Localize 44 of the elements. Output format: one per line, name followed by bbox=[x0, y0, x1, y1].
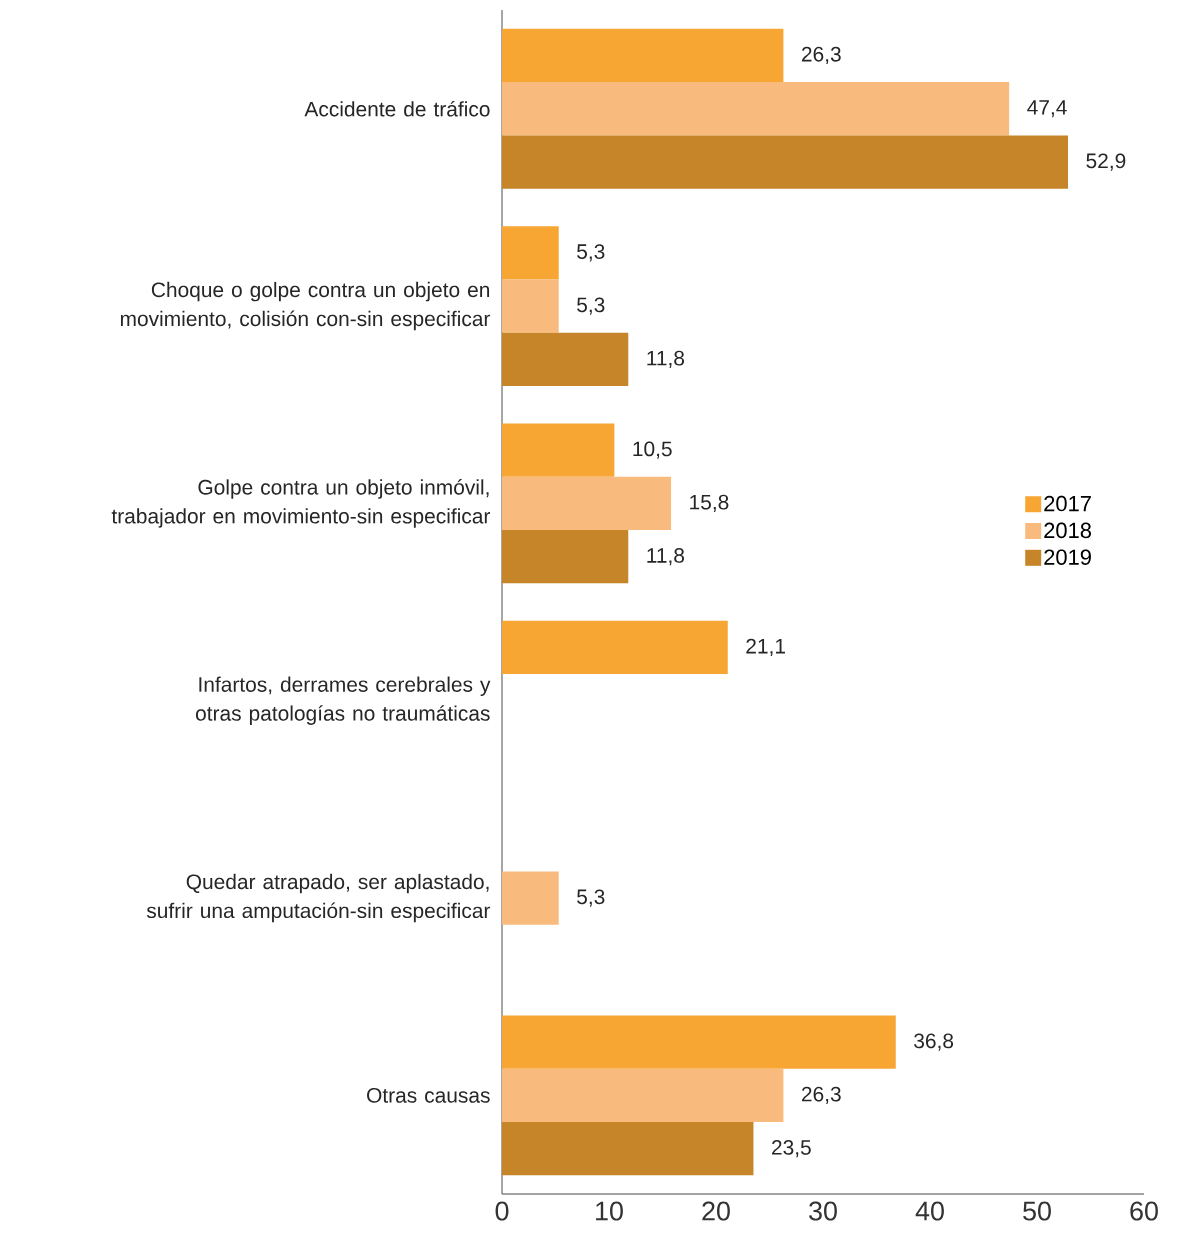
data-label: 26,3 bbox=[801, 46, 841, 65]
x-tick-label: 40 bbox=[915, 1201, 944, 1221]
data-label: 5,3 bbox=[577, 297, 605, 315]
y-tick-label: Infartos, derrames cerebrales y otras patologías no traumáticas bbox=[195, 676, 491, 725]
bar bbox=[502, 871, 559, 925]
data-label: 52,9 bbox=[1086, 153, 1126, 171]
bar bbox=[502, 1121, 754, 1176]
y-tick-label: Accidente de tráfico bbox=[304, 100, 490, 117]
data-label: 15,8 bbox=[690, 494, 729, 513]
x-tick-label: 60 bbox=[1130, 1201, 1158, 1221]
bar bbox=[502, 82, 1010, 136]
data-label: 10,5 bbox=[633, 441, 672, 459]
bar bbox=[502, 423, 615, 477]
legend-label: 2019 bbox=[1044, 549, 1091, 565]
data-label: 11,8 bbox=[647, 548, 685, 566]
y-tick-label: Quedar atrapado, ser aplastado, sufrir una amputación-sin especificar bbox=[146, 873, 491, 923]
bar bbox=[502, 226, 559, 280]
bar bbox=[502, 332, 629, 386]
bar bbox=[502, 620, 728, 675]
data-label: 23,5 bbox=[772, 1139, 811, 1158]
data-label: 5,3 bbox=[577, 244, 605, 262]
x-tick-label: 30 bbox=[809, 1201, 837, 1221]
x-tick-label: 50 bbox=[1023, 1201, 1051, 1221]
y-tick-label: Otras causas bbox=[367, 1087, 490, 1103]
data-label: 36,8 bbox=[914, 1033, 954, 1051]
bar bbox=[502, 135, 1069, 189]
legend-label: 2017 bbox=[1044, 495, 1091, 512]
bar bbox=[502, 1015, 896, 1069]
data-label: 47,4 bbox=[1027, 100, 1067, 118]
data-label: 21,1 bbox=[746, 638, 785, 657]
y-tick-label: Golpe contra un objeto inmóvil, trabajador en movimiento-sin especificar bbox=[111, 479, 491, 528]
legend-label: 2018 bbox=[1044, 522, 1091, 539]
bar bbox=[502, 476, 672, 531]
y-tick-label: Choque o golpe contra un objeto en movimiento, colisión con-sin especificar bbox=[120, 281, 491, 331]
bar bbox=[502, 28, 784, 83]
data-label: 26,3 bbox=[801, 1086, 841, 1104]
data-label: 11,8 bbox=[647, 350, 685, 368]
bar bbox=[502, 279, 559, 333]
bar bbox=[502, 530, 629, 584]
bar bbox=[502, 1068, 784, 1122]
x-tick-label: 0 bbox=[495, 1201, 509, 1221]
x-tick-label: 10 bbox=[596, 1201, 623, 1221]
x-tick-label: 20 bbox=[702, 1201, 730, 1221]
data-label: 5,3 bbox=[577, 889, 605, 907]
